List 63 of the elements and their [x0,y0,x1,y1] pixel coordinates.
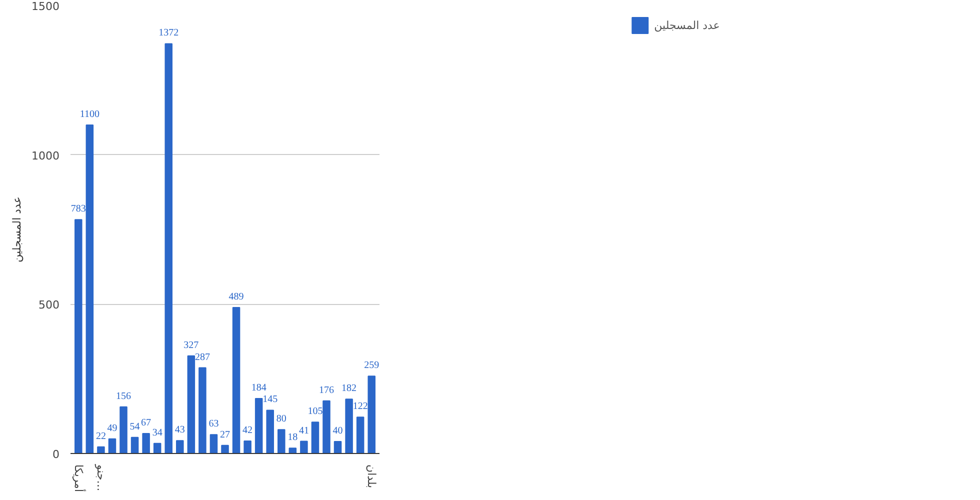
data-label: 34 [152,427,162,438]
data-label: 489 [228,291,244,302]
x-tick-label: بلدان [365,464,378,488]
bar [300,440,308,454]
y-tick-label: 500 [38,298,60,312]
data-label: 67 [141,417,152,428]
bar [278,429,286,454]
bar [142,432,150,454]
bar [244,440,252,454]
bar [356,416,364,454]
legend-label: عدد المسجلين [654,18,720,32]
data-label: 43 [174,424,185,436]
bar [345,398,353,454]
x-tick-label: جنو… [94,464,108,492]
y-tick-label: 1500 [32,0,60,13]
data-label: 49 [107,422,118,434]
data-label: 27 [220,429,230,440]
bar [120,406,128,454]
data-label: 176 [318,384,334,396]
data-label: 42 [242,424,253,436]
bar [232,306,240,454]
data-label: 41 [298,425,309,436]
data-label: 287 [194,352,210,363]
bar [176,440,184,454]
bar [254,398,263,454]
data-label: 1372 [158,28,179,39]
y-tick-label: 0 [52,448,60,461]
bar [86,124,94,454]
bar [198,367,206,454]
data-label: 145 [262,394,278,406]
bar [221,444,229,454]
x-tick-label: أمريكا [72,464,86,492]
data-label: 156 [116,390,132,402]
data-label: 54 [130,421,140,432]
bar [164,43,172,454]
data-label: 783 [70,204,86,215]
data-label: 259 [364,360,380,372]
data-label: 105 [308,406,323,418]
bar [368,376,376,454]
y-axis-title: عدد المسجلين [10,196,24,262]
data-label: 63 [208,418,219,430]
bar [130,436,139,454]
bar [311,422,320,454]
y-tick-label: 1000 [32,149,60,162]
bar [97,446,105,454]
data-label: 327 [184,340,199,351]
data-label: 40 [332,426,343,437]
data-label: 184 [251,382,266,394]
bar [187,355,196,454]
data-label: 80 [276,414,286,425]
bar [322,400,330,454]
bar [108,438,116,454]
data-label: 18 [288,432,298,444]
data-label: 22 [96,430,106,442]
bar [266,410,274,454]
bar [210,434,218,454]
bar [288,448,297,454]
bar [334,441,342,454]
data-label: 122 [352,401,368,412]
data-label: 1100 [80,108,100,120]
data-label: 182 [342,383,357,394]
bar [153,442,162,454]
bar [74,219,82,454]
